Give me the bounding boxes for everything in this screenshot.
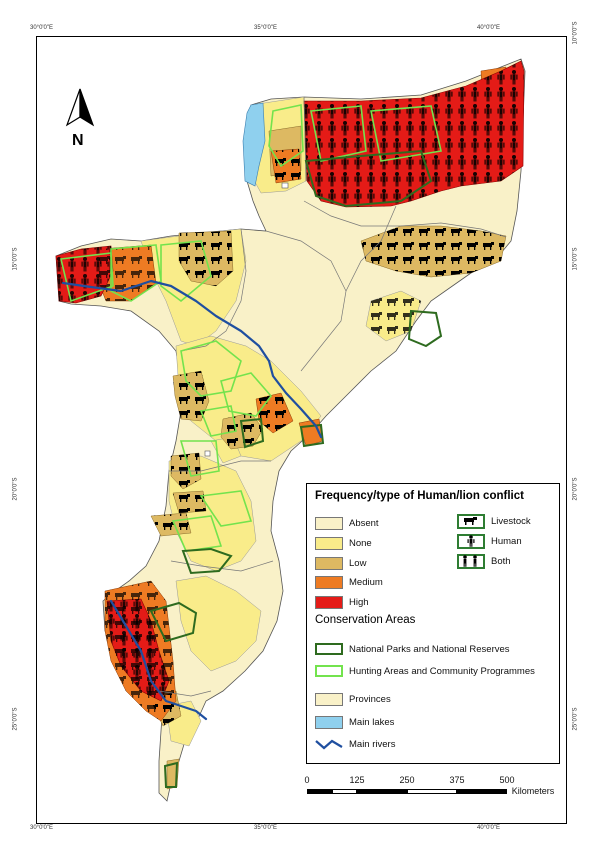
legend-label: Hunting Areas and Community Programmes <box>349 665 535 677</box>
legend-label: Provinces <box>349 693 391 705</box>
legend-label: None <box>349 537 372 549</box>
legend-item-medium: Medium <box>315 575 383 589</box>
swatch-main-lakes <box>315 715 343 729</box>
legend-item-hunting-areas: Hunting Areas and Community Programmes <box>315 664 535 678</box>
swatch-none <box>315 536 343 550</box>
map-frame: N Frequency/type of Human/lion conflict … <box>36 36 567 824</box>
legend-label: Both <box>491 555 511 567</box>
legend-label: Human <box>491 535 522 547</box>
swatch-provinces <box>315 692 343 706</box>
north-label: N <box>72 132 84 149</box>
legend-label: Livestock <box>491 515 531 527</box>
legend-item-provinces: Provinces <box>315 692 391 706</box>
hunting-areas <box>60 104 442 552</box>
legend-item-high: High <box>315 595 369 609</box>
scale-segment <box>357 789 407 794</box>
coord-right-20s: 20°0'0"S <box>572 477 579 501</box>
legend: Frequency/type of Human/lion conflict Ab… <box>306 483 560 764</box>
livestock-icon-overlay <box>96 149 506 726</box>
small-island-marker <box>204 450 211 457</box>
livestock-icon <box>457 513 485 529</box>
swatch-high <box>315 595 343 609</box>
legend-item-main-rivers: Main rivers <box>315 737 395 751</box>
national-parks <box>149 149 443 788</box>
human-icon <box>457 533 485 549</box>
legend-label: Absent <box>349 517 379 529</box>
coord-top-40e: 40°0'0"E <box>477 25 501 31</box>
legend-item-both: Both <box>457 553 511 569</box>
coord-top-30e: 30°0'0"E <box>30 25 54 31</box>
legend-item-main-lakes: Main lakes <box>315 715 394 729</box>
scale-tick-label: 500 <box>499 775 515 785</box>
scale-bar: 0 125 250 375 500 Kilometers <box>303 775 563 811</box>
coord-left-25s: 25°0'0"S <box>12 707 19 731</box>
legend-item-human: Human <box>457 533 522 549</box>
coord-left-15s: 15°0'0"S <box>12 247 19 271</box>
legend-item-low: Low <box>315 556 366 570</box>
scale-tick-label: 0 <box>304 775 310 785</box>
conservation-title: Conservation Areas <box>315 614 416 626</box>
legend-label: Main lakes <box>349 716 395 728</box>
scale-unit: Kilometers <box>511 786 555 796</box>
legend-item-none: None <box>315 536 372 550</box>
legend-label: High <box>349 596 369 608</box>
mozambique-map <box>55 58 526 802</box>
coord-bottom-35e: 35°0'0"E <box>254 825 278 831</box>
swatch-main-rivers <box>315 739 343 750</box>
swatch-hunting-areas <box>315 665 343 677</box>
coord-bottom-30e: 30°0'0"E <box>30 825 54 831</box>
swatch-medium <box>315 575 343 589</box>
scale-tick-label: 250 <box>399 775 415 785</box>
both-icon <box>457 553 485 569</box>
coord-left-20s: 20°0'0"S <box>12 477 19 501</box>
legend-item-national-parks: National Parks and National Reserves <box>315 642 510 656</box>
coord-top-35e: 35°0'0"E <box>254 25 278 31</box>
coord-right-15s: 15°0'0"S <box>572 247 579 271</box>
lake-malawi <box>242 102 266 187</box>
legend-label: Main rivers <box>349 738 396 750</box>
main-rivers <box>61 279 323 721</box>
coord-right-25s: 25°0'0"S <box>572 707 579 731</box>
scale-tick-label: 125 <box>349 775 365 785</box>
coord-right-10s: 10°0'0"S <box>572 21 579 45</box>
swatch-absent <box>315 516 343 530</box>
scale-tick-label: 375 <box>449 775 465 785</box>
small-island-marker <box>281 182 289 189</box>
scale-segment <box>307 789 332 794</box>
legend-title: Frequency/type of Human/lion conflict <box>315 490 524 502</box>
legend-label: National Parks and National Reserves <box>349 643 510 655</box>
legend-label: Medium <box>349 576 383 588</box>
north-arrow <box>65 88 95 127</box>
scale-segment <box>457 789 507 794</box>
swatch-low <box>315 556 343 570</box>
coord-bottom-40e: 40°0'0"E <box>477 825 501 831</box>
scale-segment <box>332 789 357 794</box>
legend-item-absent: Absent <box>315 516 379 530</box>
province-boundaries <box>158 96 507 697</box>
legend-label: Low <box>349 557 367 569</box>
scale-segment <box>407 789 457 794</box>
legend-item-livestock: Livestock <box>457 513 531 529</box>
swatch-national-parks <box>315 643 343 655</box>
